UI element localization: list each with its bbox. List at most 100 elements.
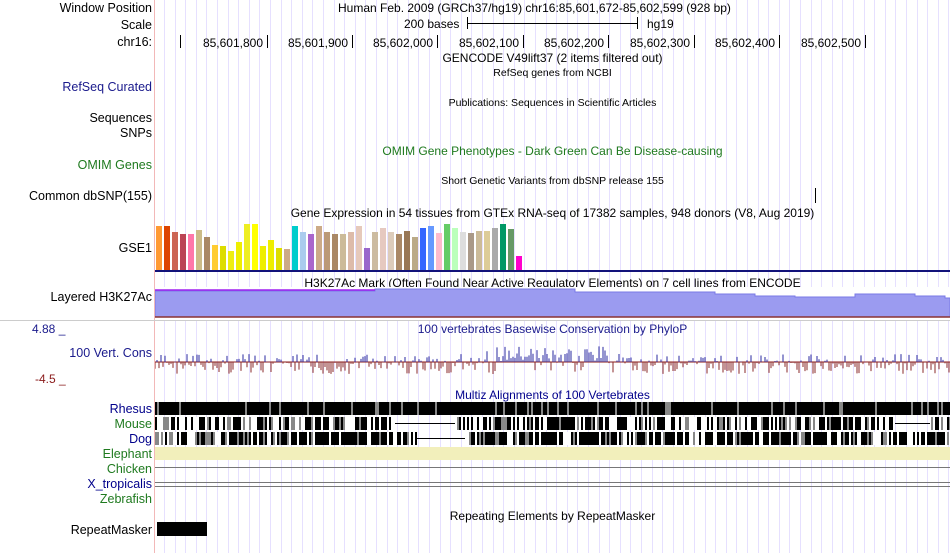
gtex-tissue-bar[interactable] — [300, 232, 306, 270]
grid-line — [906, 0, 907, 553]
gtex-tissue-bar[interactable] — [516, 256, 522, 270]
alignment-x-tropicalis[interactable] — [155, 482, 950, 483]
grid-line — [302, 0, 303, 553]
gtex-tissue-bar[interactable] — [356, 226, 362, 270]
gtex-tissue-bar[interactable] — [476, 231, 482, 270]
window-position-value[interactable]: Human Feb. 2009 (GRCh37/hg19) chr16:85,6… — [338, 1, 731, 15]
species-elephant[interactable]: Elephant — [102, 447, 152, 461]
h3k27ac-label[interactable]: Layered H3K27Ac — [50, 290, 152, 304]
alignment-chicken[interactable] — [155, 467, 950, 468]
gtex-tissue-bar[interactable] — [276, 248, 282, 270]
omim-genes-label[interactable]: OMIM Genes — [77, 158, 152, 172]
gtex-tissue-bar[interactable] — [420, 228, 426, 270]
grid-line — [365, 0, 366, 553]
dbsnp-variant[interactable] — [815, 188, 816, 203]
ruler-tick — [352, 35, 353, 48]
snps-label[interactable]: SNPs — [120, 126, 152, 140]
gtex-tissue-bar[interactable] — [412, 237, 418, 270]
species-chicken[interactable]: Chicken — [106, 462, 152, 476]
gtex-bar-chart[interactable] — [155, 220, 535, 270]
alignment-x-tropicalis-2 — [155, 486, 950, 487]
grid-line — [705, 0, 706, 553]
gtex-tissue-bar[interactable] — [172, 232, 178, 270]
repeatmasker-label[interactable]: RepeatMasker — [70, 523, 152, 537]
gtex-tissue-bar[interactable] — [452, 228, 458, 270]
gtex-tissue-bar[interactable] — [164, 226, 170, 270]
gtex-tissue-bar[interactable] — [228, 251, 234, 270]
ruler-coordinate: 85,602,100 — [458, 36, 519, 50]
species-mouse[interactable]: Mouse — [114, 417, 152, 431]
species-dog[interactable]: Dog — [129, 432, 152, 446]
grid-line — [758, 0, 759, 553]
alignment-rhesus[interactable] — [155, 402, 950, 415]
gtex-tissue-bar[interactable] — [252, 224, 258, 270]
gtex-tissue-bar[interactable] — [380, 228, 386, 270]
grid-line — [556, 0, 557, 553]
sequences-label[interactable]: Sequences — [89, 111, 152, 125]
gtex-tissue-bar[interactable] — [460, 232, 466, 270]
gtex-tissue-bar[interactable] — [436, 233, 442, 270]
cons-label[interactable]: 100 Vert. Cons — [69, 346, 152, 360]
gtex-tissue-bar[interactable] — [188, 234, 194, 270]
gencode-track-title[interactable]: GENCODE V49lift37 (2 items filtered out) — [442, 51, 663, 65]
gtex-tissue-bar[interactable] — [244, 224, 250, 270]
gtex-tissue-bar[interactable] — [404, 231, 410, 270]
gtex-tissue-bar[interactable] — [428, 226, 434, 270]
grid-line — [747, 0, 748, 553]
gtex-tissue-bar[interactable] — [332, 234, 338, 270]
gtex-tissue-bar[interactable] — [372, 232, 378, 270]
h3k27ac-signal[interactable] — [155, 287, 950, 320]
refseq-curated-label[interactable]: RefSeq Curated — [62, 80, 152, 94]
gtex-tissue-bar[interactable] — [284, 249, 290, 270]
gtex-tissue-bar[interactable] — [260, 246, 266, 270]
repeat-element[interactable] — [157, 522, 207, 536]
gtex-tissue-bar[interactable] — [500, 224, 506, 270]
gtex-tissue-bar[interactable] — [292, 226, 298, 270]
gtex-tissue-bar[interactable] — [220, 246, 226, 270]
species-rhesus[interactable]: Rhesus — [109, 402, 152, 416]
grid-line — [196, 0, 197, 553]
grid-line — [609, 0, 610, 553]
alignment-dog[interactable] — [155, 432, 950, 445]
species-zebrafish[interactable]: Zebrafish — [99, 492, 152, 506]
ruler-coordinate: 85,601,900 — [287, 36, 348, 50]
gtex-tissue-bar[interactable] — [268, 240, 274, 270]
gtex-tissue-bar[interactable] — [204, 237, 210, 270]
ruler-coordinate: 85,602,300 — [629, 36, 690, 50]
gtex-tissue-bar[interactable] — [212, 245, 218, 270]
gtex-tissue-bar[interactable] — [308, 234, 314, 270]
gtex-tissue-bar[interactable] — [348, 232, 354, 270]
grid-line — [249, 0, 250, 553]
window-position-label: Window Position — [59, 1, 152, 15]
grid-line — [344, 0, 345, 553]
grid-line — [259, 0, 260, 553]
grid-line — [164, 0, 165, 553]
gtex-tissue-bar[interactable] — [444, 224, 450, 270]
gtex-gene-label[interactable]: GSE1 — [118, 241, 152, 255]
grid-line — [355, 0, 356, 553]
gtex-tissue-bar[interactable] — [316, 226, 322, 270]
scale-bar — [467, 23, 638, 24]
gtex-tissue-bar[interactable] — [508, 229, 514, 270]
gtex-tissue-bar[interactable] — [236, 242, 242, 270]
gtex-tissue-bar[interactable] — [196, 230, 202, 270]
grid-line — [471, 0, 472, 553]
gtex-tissue-bar[interactable] — [340, 234, 346, 270]
ruler-tick — [865, 35, 866, 48]
species-x-tropicalis[interactable]: X_tropicalis — [87, 477, 152, 491]
gtex-tissue-bar[interactable] — [156, 226, 162, 270]
gtex-tissue-bar[interactable] — [324, 232, 330, 270]
cons-wiggle[interactable] — [155, 338, 950, 386]
gtex-tissue-bar[interactable] — [180, 234, 186, 270]
grid-line — [577, 0, 578, 553]
gtex-tissue-bar[interactable] — [396, 234, 402, 270]
dbsnp-label[interactable]: Common dbSNP(155) — [29, 189, 152, 203]
gtex-tissue-bar[interactable] — [468, 233, 474, 270]
gtex-tissue-bar[interactable] — [364, 248, 370, 270]
alignment-elephant[interactable] — [155, 447, 950, 460]
gtex-tissue-bar[interactable] — [492, 228, 498, 270]
alignment-mouse[interactable] — [155, 417, 950, 430]
ruler-coordinate: 85,602,200 — [543, 36, 604, 50]
gtex-tissue-bar[interactable] — [484, 231, 490, 270]
gtex-tissue-bar[interactable] — [388, 232, 394, 270]
